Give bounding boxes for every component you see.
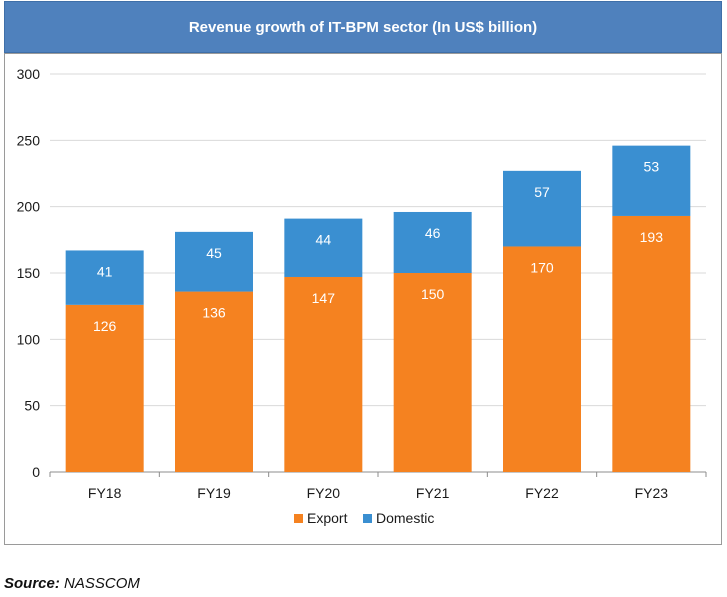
bar-domestic-fy22	[503, 170, 581, 247]
chart-title: Revenue growth of IT-BPM sector (In US$ …	[4, 1, 722, 53]
bar-export-fy22	[503, 246, 581, 472]
y-tick-label: 250	[17, 132, 41, 148]
revenue-chart: 0 50 100 150 200 250 300 126 41 FY18 136 45 FY19 147 4…	[17, 66, 707, 526]
x-tick-label: FY23	[635, 485, 669, 501]
data-label-export: 193	[640, 229, 664, 245]
data-label-domestic: 41	[97, 263, 113, 279]
data-label-domestic: 53	[644, 159, 660, 175]
y-tick-label: 150	[17, 265, 41, 281]
data-label-export: 170	[530, 259, 554, 275]
source-label: Source:	[4, 575, 60, 592]
x-tick-label: FY19	[197, 485, 231, 501]
bar-domestic-fy21	[393, 211, 472, 273]
y-tick-label: 300	[17, 66, 41, 82]
data-label-domestic: 44	[316, 232, 332, 248]
y-tick-label: 0	[32, 464, 40, 480]
data-label-export: 136	[202, 305, 226, 321]
bar-domestic-fy23	[612, 145, 691, 216]
bar-domestic-fy20	[284, 218, 363, 277]
bar-export-fy21	[393, 273, 472, 472]
data-label-domestic: 46	[425, 225, 441, 241]
bar-export-fy23	[612, 215, 691, 472]
bar-domestic-fy19	[175, 231, 253, 292]
bar-export-fy19	[175, 291, 253, 472]
y-tick-label: 50	[24, 398, 40, 414]
legend-swatch-export	[294, 514, 303, 523]
x-tick-label: FY21	[416, 485, 450, 501]
bar-domestic-fy18	[65, 250, 144, 305]
y-tick-label: 100	[17, 331, 41, 347]
source-value: NASSCOM	[64, 575, 140, 592]
legend-swatch-domestic	[363, 514, 372, 523]
data-label-export: 150	[421, 286, 445, 302]
bar-export-fy20	[284, 276, 363, 472]
data-label-domestic: 57	[534, 184, 550, 200]
source-note: Source: NASSCOM	[4, 575, 140, 592]
x-tick-label: FY18	[88, 485, 122, 501]
data-label-export: 147	[312, 290, 336, 306]
x-tick-label: FY22	[525, 485, 559, 501]
x-tick-label: FY20	[307, 485, 341, 501]
data-label-domestic: 45	[206, 245, 222, 261]
data-label-export: 126	[93, 318, 117, 334]
bar-export-fy18	[65, 304, 144, 472]
y-tick-label: 200	[17, 199, 41, 215]
legend-label-export: Export	[307, 510, 348, 526]
legend-label-domestic: Domestic	[376, 510, 434, 526]
